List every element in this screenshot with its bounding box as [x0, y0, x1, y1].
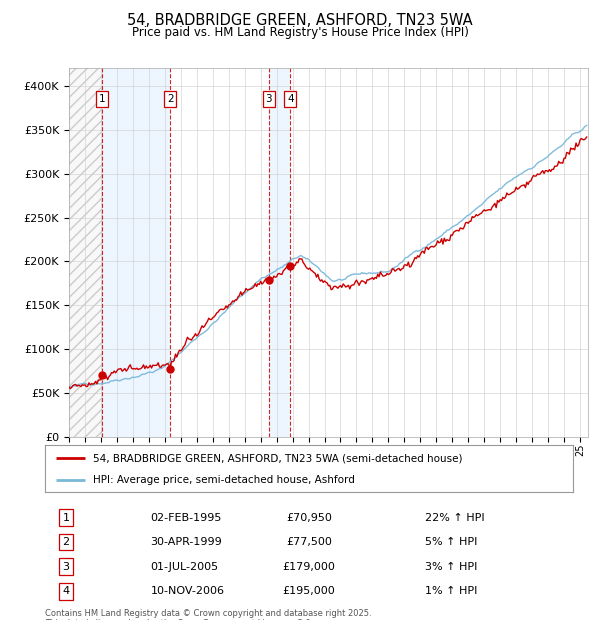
Text: £195,000: £195,000: [283, 586, 335, 596]
Bar: [269, 68, 290, 437]
Text: 3: 3: [265, 94, 272, 104]
Text: 2: 2: [167, 94, 173, 104]
Text: 54, BRADBRIDGE GREEN, ASHFORD, TN23 5WA (semi-detached house): 54, BRADBRIDGE GREEN, ASHFORD, TN23 5WA …: [92, 453, 462, 463]
Text: £179,000: £179,000: [283, 562, 335, 572]
Text: 22% ↑ HPI: 22% ↑ HPI: [425, 513, 485, 523]
Text: 4: 4: [287, 94, 293, 104]
Bar: [103, 68, 170, 437]
Text: 30-APR-1999: 30-APR-1999: [151, 537, 223, 547]
Text: 5% ↑ HPI: 5% ↑ HPI: [425, 537, 478, 547]
Text: 54, BRADBRIDGE GREEN, ASHFORD, TN23 5WA: 54, BRADBRIDGE GREEN, ASHFORD, TN23 5WA: [127, 13, 473, 28]
Text: 02-FEB-1995: 02-FEB-1995: [151, 513, 222, 523]
Text: HPI: Average price, semi-detached house, Ashford: HPI: Average price, semi-detached house,…: [92, 475, 355, 485]
Text: 1: 1: [62, 513, 70, 523]
Text: Contains HM Land Registry data © Crown copyright and database right 2025.
This d: Contains HM Land Registry data © Crown c…: [45, 609, 371, 620]
Text: 1% ↑ HPI: 1% ↑ HPI: [425, 586, 478, 596]
Text: 3: 3: [62, 562, 70, 572]
Text: 4: 4: [62, 586, 70, 596]
Bar: [69, 68, 103, 437]
Text: £70,950: £70,950: [286, 513, 332, 523]
Text: 10-NOV-2006: 10-NOV-2006: [151, 586, 224, 596]
Text: Price paid vs. HM Land Registry's House Price Index (HPI): Price paid vs. HM Land Registry's House …: [131, 26, 469, 38]
Text: 3% ↑ HPI: 3% ↑ HPI: [425, 562, 478, 572]
Text: £77,500: £77,500: [286, 537, 332, 547]
Text: 1: 1: [99, 94, 106, 104]
Text: 01-JUL-2005: 01-JUL-2005: [151, 562, 219, 572]
Text: 2: 2: [62, 537, 70, 547]
Bar: [69, 68, 103, 437]
